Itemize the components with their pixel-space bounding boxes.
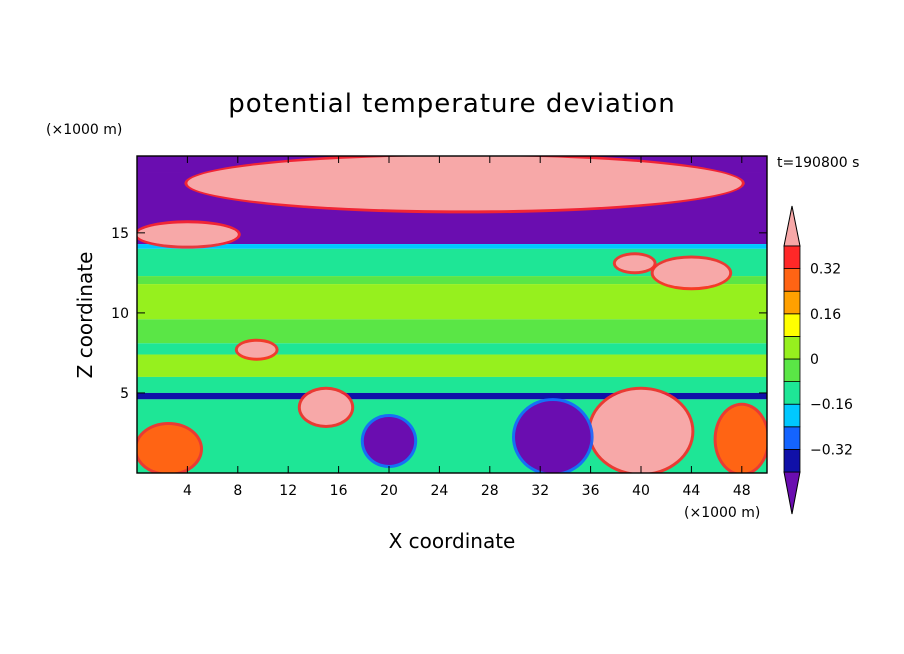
feature-blob <box>716 405 767 473</box>
feature-blob <box>590 389 692 473</box>
time-label: t=190800 s <box>777 155 859 171</box>
x-tick-label: 12 <box>279 483 297 499</box>
colorbar-tick-label: −0.32 <box>810 442 853 458</box>
y-axis: 5 10 15 <box>111 226 767 402</box>
feature-blob <box>653 258 730 288</box>
y-unit-label: (×1000 m) <box>46 122 122 138</box>
colorbar-tick-label: −0.16 <box>810 397 853 413</box>
colorbar-swatch <box>783 268 801 292</box>
x-tick-label: 8 <box>233 483 242 499</box>
feature-blob <box>137 223 238 246</box>
colorbar-swatch <box>783 358 801 383</box>
x-tick-label: 16 <box>330 483 348 499</box>
layer-band <box>137 392 767 400</box>
layer-band <box>137 343 767 355</box>
colorbar-min-triangle <box>783 471 801 515</box>
layer-band <box>137 376 767 393</box>
layer-band <box>137 244 767 249</box>
colorbar-swatch <box>783 313 801 337</box>
x-tick-label: 44 <box>682 483 700 499</box>
x-unit-label: (×1000 m) <box>684 505 760 521</box>
feature-blob <box>187 156 742 211</box>
colorbar-swatch <box>783 290 801 315</box>
x-tick-label: 32 <box>531 483 549 499</box>
colorbar-swatch <box>783 245 801 270</box>
colorbar: −0.32 −0.16 0 0.16 0.32 <box>783 205 853 515</box>
x-tick-label: 36 <box>582 483 600 499</box>
layer-band <box>137 276 767 285</box>
layer-band <box>137 319 767 344</box>
y-tick-label: 5 <box>120 386 129 402</box>
chart-title: potential temperature deviation <box>228 89 675 119</box>
x-tick-label: 24 <box>430 483 448 499</box>
feature-blob <box>237 341 276 358</box>
y-tick-label: 10 <box>111 306 129 322</box>
layer-band <box>137 284 767 320</box>
colorbar-swatch <box>783 426 801 450</box>
colorbar-swatch <box>783 381 801 405</box>
colorbar-swatch <box>783 403 801 428</box>
feature-blob <box>515 400 591 473</box>
feature-blob <box>300 389 352 425</box>
colorbar-swatch <box>783 448 801 473</box>
x-tick-label: 48 <box>733 483 751 499</box>
x-axis: 4 8 12 16 20 24 28 32 36 40 44 48 <box>183 156 751 499</box>
x-tick-label: 28 <box>481 483 499 499</box>
x-axis-label: X coordinate <box>389 529 516 553</box>
colorbar-tick-label: 0.16 <box>810 307 841 323</box>
y-tick-label: 15 <box>111 226 129 242</box>
feature-blob <box>363 416 415 465</box>
contour-field <box>137 156 767 473</box>
colorbar-tick-label: 0 <box>810 352 819 368</box>
colorbar-swatch <box>783 335 801 360</box>
x-tick-label: 20 <box>380 483 398 499</box>
plot-frame <box>136 155 768 474</box>
colorbar-max-triangle <box>783 205 801 247</box>
layer-band <box>137 354 767 377</box>
feature-blob <box>615 255 654 272</box>
x-tick-label: 4 <box>183 483 192 499</box>
feature-blob <box>137 424 200 473</box>
colorbar-tick-label: 0.32 <box>810 262 841 278</box>
x-tick-label: 40 <box>632 483 650 499</box>
y-axis-label: Z coordinate <box>73 252 97 379</box>
